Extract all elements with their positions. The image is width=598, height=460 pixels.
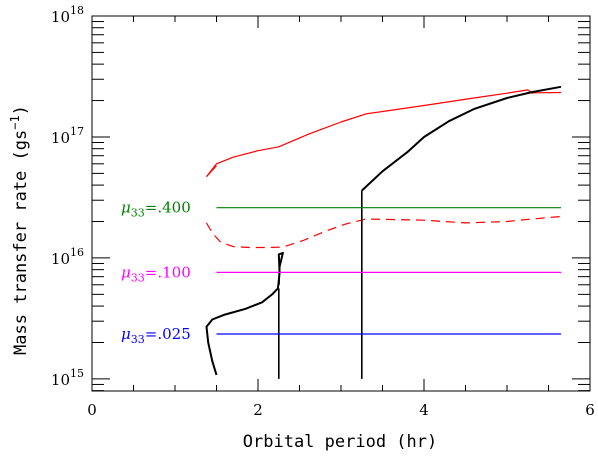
y-tick-label: 1018 [51, 4, 84, 26]
y-tick-label: 1015 [51, 367, 84, 389]
label-layer: 0 2 4 6 1015 1016 1017 1018 μ33=.400 μ33=.100 μ33=… [51, 4, 595, 419]
y-axis-title: Mass transfer rate (gs−1) [8, 105, 31, 355]
mu-annotation: μ33=.025 [121, 325, 191, 346]
series-layer [205, 85, 562, 379]
x-axis-title: Orbital period (hr) [243, 432, 437, 452]
mu-annotation: μ33=.100 [121, 263, 191, 284]
series-line-2 [206, 165, 217, 178]
series-line-4 [205, 251, 284, 376]
y-axis-title-main: Mass transfer rate (gs [11, 130, 31, 355]
series-line-1 [206, 89, 562, 177]
series-line-3 [205, 215, 562, 249]
y-axis-title-sup: −1 [8, 115, 22, 129]
mu-annotation: μ33=.400 [121, 199, 191, 220]
tick-layer [91, 15, 591, 392]
y-tick-label: 1017 [51, 125, 84, 147]
y-tick-label: 1016 [51, 246, 84, 268]
x-tick-label: 0 [87, 401, 97, 419]
x-tick-label: 4 [419, 401, 429, 419]
x-tick-label: 6 [585, 401, 595, 419]
y-axis-title-close: ) [11, 105, 31, 115]
series-line-7 [361, 85, 562, 192]
x-tick-label: 2 [253, 401, 263, 419]
